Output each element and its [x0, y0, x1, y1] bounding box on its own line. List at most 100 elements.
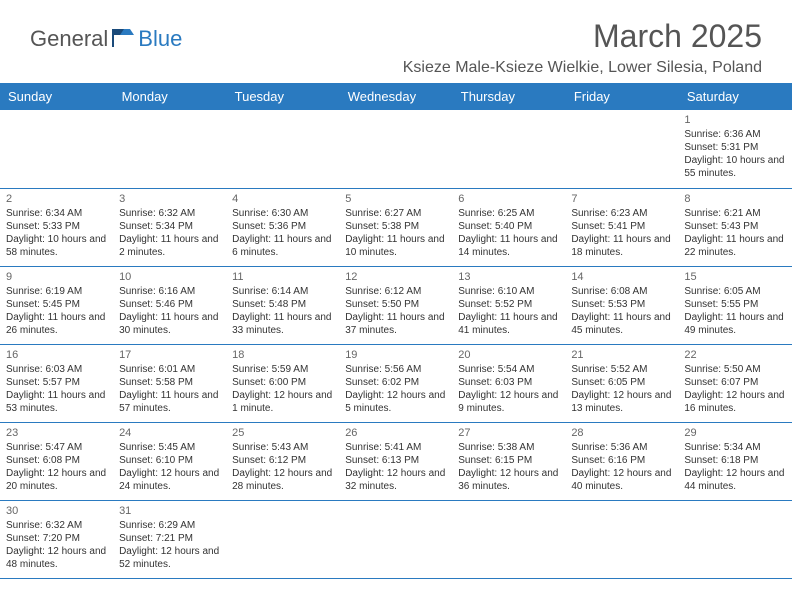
calendar-cell [113, 110, 226, 188]
sunrise-text: Sunrise: 5:45 AM [119, 441, 220, 454]
daylight-text: Daylight: 10 hours and 58 minutes. [6, 233, 107, 259]
daylight-text: Daylight: 11 hours and 49 minutes. [684, 311, 785, 337]
daylight-text: Daylight: 12 hours and 5 minutes. [345, 389, 446, 415]
sunrise-text: Sunrise: 5:38 AM [458, 441, 559, 454]
title-block: March 2025 Ksieze Male-Ksieze Wielkie, L… [403, 18, 762, 77]
calendar-cell: 8Sunrise: 6:21 AMSunset: 5:43 PMDaylight… [678, 188, 791, 266]
day-number: 3 [119, 192, 220, 206]
sunrise-text: Sunrise: 5:59 AM [232, 363, 333, 376]
day-number: 20 [458, 348, 559, 362]
daylight-text: Daylight: 11 hours and 14 minutes. [458, 233, 559, 259]
sunrise-text: Sunrise: 5:47 AM [6, 441, 107, 454]
daylight-text: Daylight: 11 hours and 37 minutes. [345, 311, 446, 337]
calendar-cell: 4Sunrise: 6:30 AMSunset: 5:36 PMDaylight… [226, 188, 339, 266]
day-number: 23 [6, 426, 107, 440]
logo: General Blue [30, 26, 182, 52]
calendar-cell: 24Sunrise: 5:45 AMSunset: 6:10 PMDayligh… [113, 422, 226, 500]
daylight-text: Daylight: 11 hours and 6 minutes. [232, 233, 333, 259]
calendar-cell: 27Sunrise: 5:38 AMSunset: 6:15 PMDayligh… [452, 422, 565, 500]
daylight-text: Daylight: 11 hours and 57 minutes. [119, 389, 220, 415]
day-number: 17 [119, 348, 220, 362]
calendar-body: 1Sunrise: 6:36 AMSunset: 5:31 PM Daylight… [0, 110, 792, 578]
sunrise-text: Sunrise: 5:41 AM [345, 441, 446, 454]
location-text: Ksieze Male-Ksieze Wielkie, Lower Silesi… [403, 59, 762, 77]
calendar-cell: 1Sunrise: 6:36 AMSunset: 5:31 PMDaylight… [678, 110, 791, 188]
calendar-cell: 6Sunrise: 6:25 AMSunset: 5:40 PMDaylight… [452, 188, 565, 266]
day-number: 11 [232, 270, 333, 284]
day-number: 9 [6, 270, 107, 284]
sunrise-text: Sunrise: 5:54 AM [458, 363, 559, 376]
day-header-row: Sunday Monday Tuesday Wednesday Thursday… [0, 83, 792, 110]
calendar-cell: 15Sunrise: 6:05 AMSunset: 5:55 PMDayligh… [678, 266, 791, 344]
calendar-cell: 14Sunrise: 6:08 AMSunset: 5:53 PMDayligh… [565, 266, 678, 344]
daylight-text: Daylight: 12 hours and 20 minutes. [6, 467, 107, 493]
calendar-cell [678, 500, 791, 578]
sunrise-text: Sunrise: 6:03 AM [6, 363, 107, 376]
calendar-cell: 3Sunrise: 6:32 AMSunset: 5:34 PMDaylight… [113, 188, 226, 266]
daylight-text: Daylight: 11 hours and 10 minutes. [345, 233, 446, 259]
sunset-text: Sunset: 6:13 PM [345, 454, 446, 467]
sunrise-text: Sunrise: 6:30 AM [232, 207, 333, 220]
calendar-cell: 19Sunrise: 5:56 AMSunset: 6:02 PMDayligh… [339, 344, 452, 422]
calendar-table: Sunday Monday Tuesday Wednesday Thursday… [0, 83, 792, 579]
day-number: 19 [345, 348, 446, 362]
daylight-text: Daylight: 11 hours and 2 minutes. [119, 233, 220, 259]
sunrise-text: Sunrise: 5:52 AM [571, 363, 672, 376]
calendar-cell: 30Sunrise: 6:32 AMSunset: 7:20 PMDayligh… [0, 500, 113, 578]
calendar-cell: 5Sunrise: 6:27 AMSunset: 5:38 PMDaylight… [339, 188, 452, 266]
daylight-text: Daylight: 12 hours and 16 minutes. [684, 389, 785, 415]
day-number: 29 [684, 426, 785, 440]
sunset-text: Sunset: 5:38 PM [345, 220, 446, 233]
calendar-cell: 13Sunrise: 6:10 AMSunset: 5:52 PMDayligh… [452, 266, 565, 344]
day-number: 22 [684, 348, 785, 362]
day-number: 1 [684, 113, 785, 127]
calendar-cell [0, 110, 113, 188]
day-number: 16 [6, 348, 107, 362]
day-number: 18 [232, 348, 333, 362]
daylight-text: Daylight: 11 hours and 18 minutes. [571, 233, 672, 259]
sunset-text: Sunset: 6:08 PM [6, 454, 107, 467]
sunset-text: Sunset: 6:03 PM [458, 376, 559, 389]
sunrise-text: Sunrise: 6:34 AM [6, 207, 107, 220]
sunrise-text: Sunrise: 6:29 AM [119, 519, 220, 532]
calendar-cell [226, 110, 339, 188]
calendar-cell [226, 500, 339, 578]
dayname-monday: Monday [113, 83, 226, 110]
calendar-row: 23Sunrise: 5:47 AMSunset: 6:08 PMDayligh… [0, 422, 792, 500]
calendar-row: 9Sunrise: 6:19 AMSunset: 5:45 PMDaylight… [0, 266, 792, 344]
calendar-row: 30Sunrise: 6:32 AMSunset: 7:20 PMDayligh… [0, 500, 792, 578]
calendar-cell [339, 110, 452, 188]
calendar-cell [452, 110, 565, 188]
dayname-friday: Friday [565, 83, 678, 110]
calendar-cell: 31Sunrise: 6:29 AMSunset: 7:21 PMDayligh… [113, 500, 226, 578]
daylight-text: Daylight: 12 hours and 48 minutes. [6, 545, 107, 571]
sunset-text: Sunset: 6:18 PM [684, 454, 785, 467]
sunrise-text: Sunrise: 6:36 AM [684, 128, 785, 141]
calendar-row: 2Sunrise: 6:34 AMSunset: 5:33 PMDaylight… [0, 188, 792, 266]
sunset-text: Sunset: 5:45 PM [6, 298, 107, 311]
daylight-text: Daylight: 11 hours and 33 minutes. [232, 311, 333, 337]
calendar-cell: 7Sunrise: 6:23 AMSunset: 5:41 PMDaylight… [565, 188, 678, 266]
daylight-text: Daylight: 11 hours and 30 minutes. [119, 311, 220, 337]
sunrise-text: Sunrise: 6:16 AM [119, 285, 220, 298]
day-number: 5 [345, 192, 446, 206]
sunset-text: Sunset: 5:33 PM [6, 220, 107, 233]
sunset-text: Sunset: 5:34 PM [119, 220, 220, 233]
sunset-text: Sunset: 6:16 PM [571, 454, 672, 467]
calendar-cell: 17Sunrise: 6:01 AMSunset: 5:58 PMDayligh… [113, 344, 226, 422]
day-number: 4 [232, 192, 333, 206]
sunset-text: Sunset: 6:07 PM [684, 376, 785, 389]
sunset-text: Sunset: 5:31 PM [684, 141, 785, 154]
sunset-text: Sunset: 5:55 PM [684, 298, 785, 311]
calendar-cell: 25Sunrise: 5:43 AMSunset: 6:12 PMDayligh… [226, 422, 339, 500]
day-number: 25 [232, 426, 333, 440]
day-number: 2 [6, 192, 107, 206]
day-number: 13 [458, 270, 559, 284]
daylight-text: Daylight: 12 hours and 1 minute. [232, 389, 333, 415]
sunset-text: Sunset: 5:40 PM [458, 220, 559, 233]
sunrise-text: Sunrise: 6:32 AM [6, 519, 107, 532]
sunrise-text: Sunrise: 6:21 AM [684, 207, 785, 220]
sunrise-text: Sunrise: 6:14 AM [232, 285, 333, 298]
calendar-cell: 16Sunrise: 6:03 AMSunset: 5:57 PMDayligh… [0, 344, 113, 422]
sunrise-text: Sunrise: 5:36 AM [571, 441, 672, 454]
